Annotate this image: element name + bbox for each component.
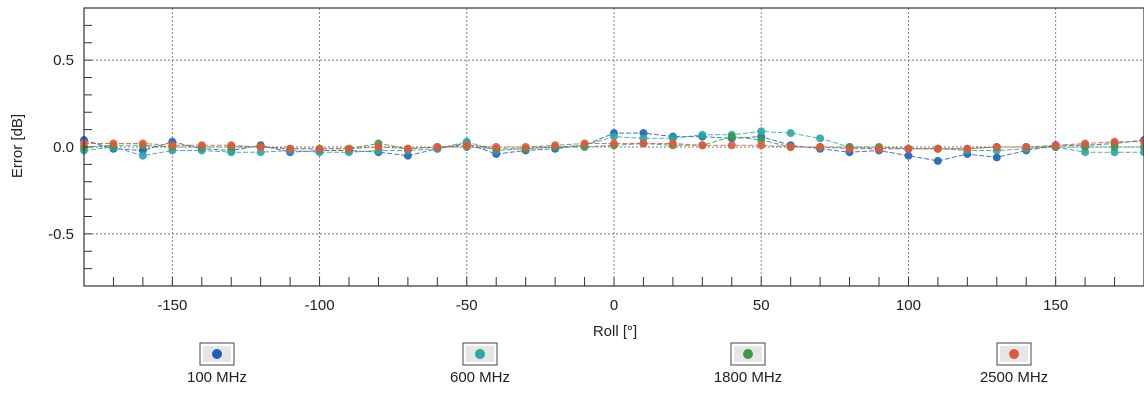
data-point-2500-mhz: [757, 141, 766, 150]
data-point-2500-mhz: [1140, 137, 1144, 146]
legend-label: 100 MHz: [187, 369, 247, 386]
data-point-2500-mhz: [639, 139, 648, 148]
axis-layer: -150 -100 -50 0 50 100 150 0.5 0.0 -0.5: [48, 7, 1144, 314]
legend-marker: [743, 349, 753, 359]
data-point-600-mhz: [610, 132, 618, 141]
data-point-2500-mhz: [875, 144, 883, 153]
data-point-600-mhz: [786, 129, 795, 138]
data-point-2500-mhz: [963, 144, 972, 153]
x-tick-label: -100: [305, 297, 335, 314]
x-tick-label: 50: [753, 297, 770, 314]
data-point-100-mhz: [933, 156, 942, 165]
y-tick-label: 0.0: [53, 139, 74, 156]
data-point-2500-mhz: [374, 143, 383, 151]
y-tick-label: -0.5: [48, 226, 74, 243]
data-point-2500-mhz: [227, 141, 236, 150]
data-point-2500-mhz: [933, 144, 942, 153]
legend-marker: [212, 349, 222, 359]
data-point-2500-mhz: [462, 141, 471, 150]
data-point-2500-mhz: [668, 139, 677, 148]
data-point-2500-mhz: [904, 144, 913, 153]
data-point-2500-mhz: [816, 143, 825, 151]
x-tick-label: 100: [896, 297, 921, 314]
data-point-600-mhz: [816, 134, 825, 143]
data-point-2500-mhz: [551, 141, 560, 150]
legend-item-100-mhz: 100 MHz: [187, 342, 247, 386]
data-point-2500-mhz: [1051, 141, 1060, 150]
data-point-2500-mhz: [492, 143, 501, 151]
data-point-600-mhz: [698, 130, 707, 139]
data-point-100-mhz: [992, 153, 1001, 162]
legend: 100 MHz 600 MHz 1800 MHz 2500 MHz: [187, 342, 1048, 386]
data-point-600-mhz: [757, 127, 766, 136]
legend-marker: [475, 349, 485, 359]
data-point-2500-mhz: [403, 144, 412, 153]
data-point-2500-mhz: [138, 139, 147, 148]
x-axis-title: Roll [°]: [593, 323, 637, 340]
data-point-100-mhz: [904, 151, 913, 160]
data-point-2500-mhz: [315, 144, 324, 153]
data-point-2500-mhz: [1081, 139, 1090, 148]
x-tick-label: -50: [456, 297, 478, 314]
data-point-2500-mhz: [433, 143, 442, 151]
data-point-2500-mhz: [345, 144, 353, 153]
data-point-2500-mhz: [786, 143, 795, 151]
legend-label: 600 MHz: [450, 369, 510, 386]
series-layer: [80, 127, 1144, 165]
data-point-2500-mhz: [992, 143, 1001, 151]
data-point-2500-mhz: [1110, 137, 1119, 146]
data-point-2500-mhz: [109, 139, 118, 148]
x-tick-label: -150: [157, 297, 187, 314]
legend-item-600-mhz: 600 MHz: [450, 342, 510, 386]
data-point-2500-mhz: [197, 141, 206, 150]
y-tick-label: 0.5: [53, 52, 74, 69]
y-axis-title: Error [dB]: [9, 114, 26, 178]
legend-item-2500-mhz: 2500 MHz: [980, 342, 1048, 386]
legend-label: 2500 MHz: [980, 369, 1048, 386]
data-point-2500-mhz: [1022, 143, 1031, 151]
data-point-2500-mhz: [168, 141, 177, 150]
data-point-2500-mhz: [521, 143, 530, 151]
data-point-2500-mhz: [286, 144, 295, 153]
legend-label: 1800 MHz: [714, 369, 782, 386]
x-tick-label: 0: [610, 297, 618, 314]
data-point-600-mhz: [138, 151, 147, 160]
data-point-2500-mhz: [610, 139, 618, 148]
data-point-2500-mhz: [256, 143, 265, 151]
legend-item-1800-mhz: 1800 MHz: [714, 342, 782, 386]
data-point-1800-mhz: [727, 132, 736, 141]
legend-marker: [1009, 349, 1019, 359]
data-point-2500-mhz: [845, 144, 854, 153]
x-tick-label: 150: [1043, 297, 1068, 314]
data-point-2500-mhz: [698, 141, 707, 150]
data-point-2500-mhz: [580, 139, 589, 148]
data-point-2500-mhz: [727, 141, 736, 150]
